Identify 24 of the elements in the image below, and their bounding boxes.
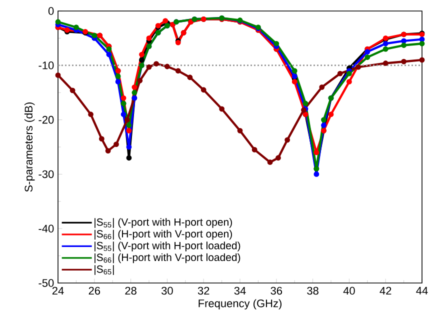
legend-label: |S$_{55}$| (V-port with H-port loaded)	[94, 242, 240, 252]
x-tick-label: 24	[52, 286, 64, 295]
x-tick-label: 44	[416, 286, 428, 294]
legend-label: |S$_{55}$| (V-port with H-port open)	[94, 218, 232, 228]
y-tick-label: -10	[38, 62, 54, 70]
y-tick-label: -30	[38, 170, 54, 178]
y-tick-label: -50	[38, 279, 54, 287]
x-axis-title: Frequency (GHz)	[198, 299, 282, 310]
x-tick-label: 42	[380, 286, 392, 295]
y-axis-title: S-parameters (dB)	[24, 102, 35, 192]
x-tick-label: 26	[88, 286, 100, 295]
x-tick-label: 32	[198, 286, 210, 295]
x-tick-label: 40	[343, 286, 355, 295]
y-tick-label: -40	[38, 224, 54, 232]
x-tick-label: 36	[270, 286, 282, 295]
x-tick-label: 30	[162, 286, 173, 295]
legend-label: |S$_{66}$| (H-port with V-port open)	[94, 230, 232, 240]
legend-label: |S$_{66}$| (H-port with V-port loaded)	[94, 253, 240, 264]
x-tick-label: 38	[307, 286, 318, 295]
y-tick-label: 0	[48, 7, 54, 15]
x-tick-label: 28	[125, 286, 136, 295]
x-tick-label: 34	[234, 286, 246, 295]
legend-label: |S$_{65}$|	[94, 265, 114, 275]
y-tick-label: -20	[38, 116, 54, 124]
